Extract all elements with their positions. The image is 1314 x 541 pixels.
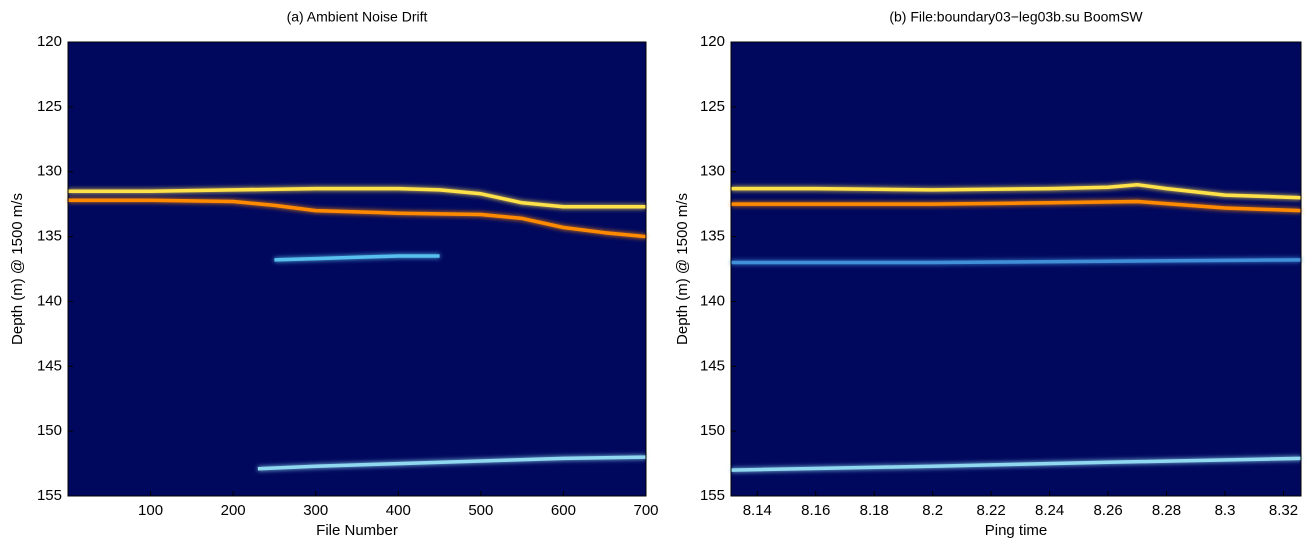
reflection-line <box>68 198 647 239</box>
y-tick-label: 125 <box>37 98 62 115</box>
y-tick-label: 150 <box>700 422 725 439</box>
y-tick-label: 135 <box>700 228 725 245</box>
y-tick-label: 140 <box>37 292 62 309</box>
y-tick-label: 120 <box>700 33 725 50</box>
x-axis-label: Ping time <box>985 522 1048 539</box>
chart-title: (a) Ambient Noise Drift <box>287 9 428 25</box>
heatmap-background <box>68 42 646 496</box>
x-tick-label: 8.28 <box>1152 502 1181 519</box>
y-tick-label: 125 <box>700 98 725 115</box>
x-tick-label: 700 <box>633 502 658 519</box>
x-tick-label: 200 <box>221 502 246 519</box>
y-tick-label: 145 <box>700 357 725 374</box>
heatmap-background <box>731 42 1301 496</box>
reflections <box>730 182 1302 472</box>
y-tick-label: 150 <box>37 422 62 439</box>
y-tick-label: 140 <box>700 292 725 309</box>
y-axis-label: Depth (m) @ 1500 m/s <box>9 193 26 345</box>
x-tick-label: 8.32 <box>1269 502 1298 519</box>
y-axis-label: Depth (m) @ 1500 m/s <box>674 193 691 345</box>
y-tick-label: 130 <box>37 163 62 180</box>
x-tick-label: 8.3 <box>1215 502 1236 519</box>
reflection-line <box>257 455 647 471</box>
x-tick-label: 8.2 <box>922 502 943 519</box>
x-tick-label: 8.26 <box>1093 502 1122 519</box>
y-tick-label: 155 <box>37 487 62 504</box>
x-tick-label: 8.24 <box>1035 502 1064 519</box>
reflection-line <box>731 182 1302 200</box>
plot-frame <box>67 41 647 497</box>
reflection-line <box>730 456 1302 472</box>
y-tick-label: 145 <box>37 357 62 374</box>
x-tick-label: 300 <box>303 502 328 519</box>
x-tick-label: 500 <box>468 502 493 519</box>
x-tick-label: 400 <box>386 502 411 519</box>
reflection-line <box>731 199 1302 213</box>
reflection-line <box>731 258 1302 265</box>
reflection-line <box>68 186 646 209</box>
x-tick-label: 100 <box>138 502 163 519</box>
x-axis-label: File Number <box>316 522 398 539</box>
reflection-line <box>274 254 440 262</box>
reflections <box>68 186 647 471</box>
y-tick-label: 135 <box>37 228 62 245</box>
x-tick-label: 8.22 <box>977 502 1006 519</box>
x-tick-label: 8.18 <box>860 502 889 519</box>
x-tick-label: 8.14 <box>743 502 772 519</box>
y-tick-label: 120 <box>37 33 62 50</box>
x-tick-label: 8.16 <box>801 502 830 519</box>
chart-title: (b) File:boundary03−leg03b.su BoomSW <box>889 9 1143 25</box>
plot-frame <box>730 41 1302 497</box>
y-tick-label: 155 <box>700 487 725 504</box>
x-tick-label: 600 <box>551 502 576 519</box>
y-tick-label: 130 <box>700 163 725 180</box>
